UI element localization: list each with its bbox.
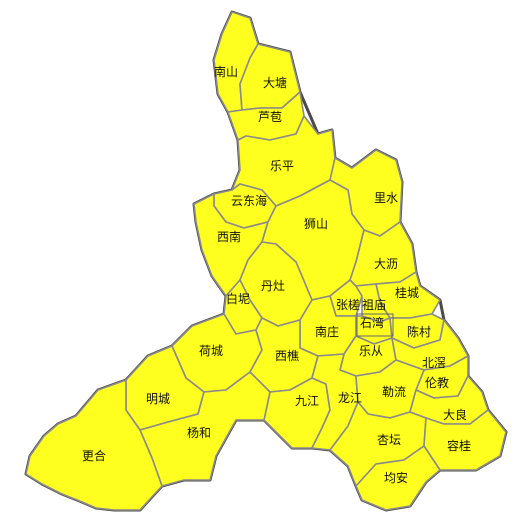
label-yanghe: 杨和 (187, 425, 211, 440)
label-datang: 大塘 (263, 75, 287, 90)
label-danzao: 丹灶 (261, 279, 285, 293)
label-baini: 白坭 (226, 291, 250, 306)
label-beijiao: 北滘 (422, 356, 446, 370)
label-xingtan: 杏坛 (377, 433, 401, 447)
label-junan: 均安 (384, 470, 408, 485)
label-leliu: 勒流 (382, 385, 406, 399)
label-shiwan: 石湾 (360, 315, 384, 330)
label-jiujiang: 九江 (295, 394, 319, 408)
label-xinan: 西南 (217, 229, 241, 244)
label-nanshan: 南山 (214, 64, 238, 79)
label-leping: 乐平 (270, 159, 294, 173)
label-hecheng: 荷城 (199, 344, 223, 358)
label-chencun: 陈村 (407, 324, 431, 339)
label-shishan: 狮山 (304, 217, 328, 231)
label-longjiang: 龙江 (338, 391, 362, 405)
shiwan-inset-box (356, 313, 394, 337)
label-zhangcha: 张槎 (336, 297, 360, 312)
label-lubao: 芦苞 (258, 110, 282, 124)
label-gengHe: 更合 (82, 448, 106, 463)
label-guicheng: 桂城 (395, 285, 419, 300)
label-lishui: 里水 (374, 191, 398, 205)
region-yanghe[interactable] (139, 371, 271, 487)
label-nanzhuang: 南庄 (315, 324, 339, 339)
region-junan[interactable] (355, 445, 441, 511)
label-yundonghai: 云东海 (231, 193, 267, 208)
label-dali: 大沥 (374, 257, 398, 271)
label-mingcheng: 明城 (146, 392, 170, 406)
label-ronggui: 容桂 (447, 438, 471, 453)
label-lecong: 乐从 (359, 344, 383, 358)
label-xiqiao: 西樵 (275, 348, 299, 363)
label-daliang: 大良 (443, 407, 467, 422)
label-lunjiao: 伦教 (425, 375, 449, 390)
region-genghe[interactable] (25, 379, 163, 511)
label-zumiao: 祖庙 (362, 297, 386, 312)
